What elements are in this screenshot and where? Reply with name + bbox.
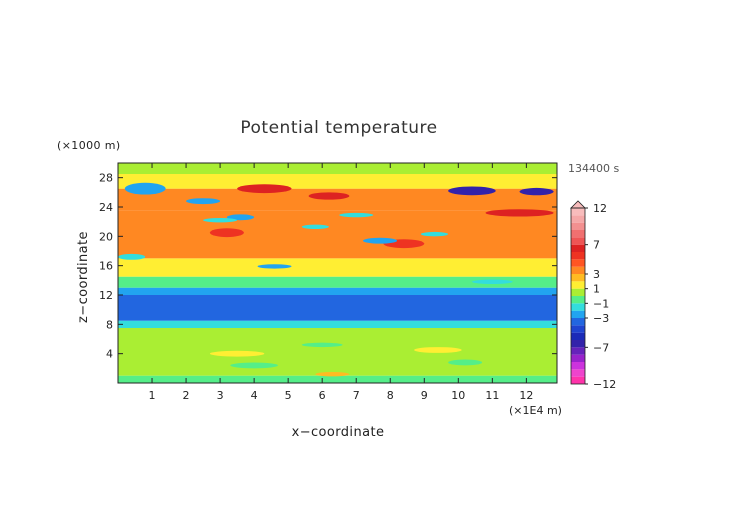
feature-5	[237, 184, 292, 194]
y-tick-label: 28	[99, 172, 113, 185]
x-tick-label: 9	[421, 389, 428, 402]
colorbar-swatch	[571, 318, 585, 326]
colorbar-swatch	[571, 237, 585, 245]
colorbar-swatch	[571, 362, 585, 370]
colorbar-swatch	[571, 310, 585, 318]
band-10	[118, 163, 557, 174]
x-tick-label: 6	[319, 389, 326, 402]
x-tick-label: 4	[251, 389, 258, 402]
feature-20	[301, 342, 343, 348]
colorbar-swatch	[571, 303, 585, 311]
colorbar-frame	[570, 207, 586, 385]
feature-13	[420, 231, 449, 237]
x-tick-label: 8	[387, 389, 394, 402]
band-9	[118, 174, 557, 189]
y-tick-label: 24	[99, 201, 113, 214]
feature-11	[301, 224, 329, 229]
x-tick-label: 12	[519, 389, 533, 402]
feature-15	[363, 237, 398, 244]
y-axis: 4 8 12 16 20 24 28	[99, 172, 557, 361]
band-6	[118, 258, 557, 277]
colorbar: 12 7 3 1−1 −3 −7 −12	[570, 200, 616, 391]
colorbar-swatch	[571, 274, 585, 282]
colorbar-swatch	[571, 332, 585, 340]
y-tick-label: 20	[99, 230, 113, 243]
y-axis-title: z−coordinate	[76, 231, 91, 323]
x-axis: 1 2 3 4 5 6 7 8 9 10 11 12	[149, 163, 533, 402]
colorbar-tick-label: 3	[593, 268, 600, 281]
colorbar-swatch	[571, 325, 585, 333]
x-tick-label: 3	[217, 389, 224, 402]
x-tick-label: 2	[183, 389, 190, 402]
colorbar-swatch	[571, 288, 585, 296]
x-tick-label: 7	[353, 389, 360, 402]
colorbar-swatch	[571, 259, 585, 267]
band-3	[118, 295, 557, 321]
feature-7	[485, 209, 554, 217]
colorbar-tick-label: −7	[593, 341, 609, 354]
y-tick-label: 12	[99, 289, 113, 302]
feature-22	[448, 359, 483, 366]
x-tick-label: 1	[149, 389, 156, 402]
colorbar-swatch	[571, 252, 585, 260]
feature-0	[448, 186, 496, 196]
feature-23	[315, 372, 350, 377]
feature-2	[124, 182, 166, 195]
band-2	[118, 320, 557, 328]
feature-4	[226, 214, 255, 221]
colorbar-swatch	[571, 354, 585, 362]
colorbar-swatch	[571, 208, 585, 216]
y-tick-label: 4	[106, 348, 113, 361]
x-tick-label: 10	[451, 389, 465, 402]
feature-1	[519, 187, 554, 196]
feature-8	[209, 228, 244, 238]
band-4	[118, 287, 557, 295]
colorbar-max-triangle	[570, 200, 586, 209]
colorbar-swatch	[571, 296, 585, 304]
colorbar-tick-label: −12	[593, 378, 616, 391]
colorbar-swatch	[571, 376, 585, 384]
feature-19	[414, 347, 462, 353]
colorbar-swatch	[571, 340, 585, 348]
y-tick-label: 8	[106, 318, 113, 331]
y-unit-label: (×1000 m)	[57, 139, 121, 152]
colorbar-swatch	[571, 215, 585, 223]
y-tick-label: 16	[99, 260, 113, 273]
colorbar-tick-label: −3	[593, 312, 609, 325]
x-tick-label: 5	[285, 389, 292, 402]
band-5	[118, 276, 557, 288]
colorbar-swatch	[571, 222, 585, 230]
plot-frame	[117, 162, 558, 384]
colorbar-tick-label: −1	[593, 297, 609, 310]
colorbar-swatch	[571, 369, 585, 377]
feature-10	[203, 218, 238, 223]
colorbar-swatch	[571, 266, 585, 274]
feature-14	[118, 253, 146, 260]
feature-18	[209, 350, 265, 357]
band-0	[118, 375, 557, 383]
colorbar-swatch	[571, 347, 585, 355]
feature-12	[339, 212, 374, 218]
x-unit-label: (×1E4 m)	[509, 404, 562, 417]
feature-3	[186, 198, 221, 205]
plot-area	[118, 163, 557, 383]
feature-21	[230, 362, 278, 369]
colorbar-swatch	[571, 244, 585, 252]
band-8	[118, 188, 557, 211]
colorbar-tick-label: 12	[593, 202, 607, 215]
colorbar-tick-label: 1	[593, 283, 600, 296]
band-7	[118, 210, 557, 259]
colorbar-swatch	[571, 281, 585, 289]
colorbar-swatch	[571, 230, 585, 238]
chart-title: Potential temperature	[240, 118, 437, 138]
colorbar-tick-label: 7	[593, 239, 600, 252]
band-1	[118, 328, 557, 376]
feature-16	[257, 264, 292, 269]
time-label: 134400 s	[568, 162, 619, 175]
feature-6	[308, 192, 350, 200]
x-tick-label: 11	[485, 389, 499, 402]
feature-17	[471, 279, 513, 284]
x-axis-title: x−coordinate	[292, 425, 385, 440]
